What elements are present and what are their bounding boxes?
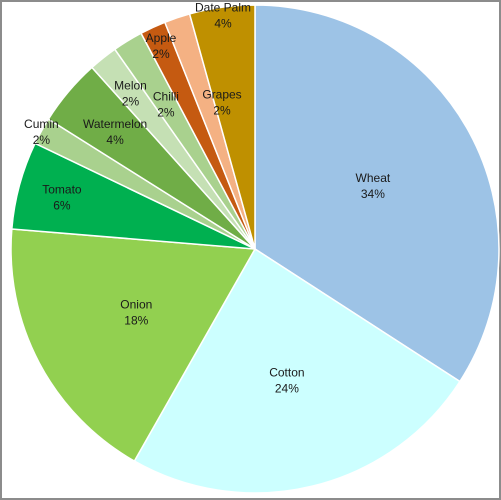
data-label-cumin: Cumin 2% [24,117,59,147]
data-label-watermelon: Watermelon 4% [83,117,147,147]
data-label-category: Onion [120,298,152,312]
data-label-tomato: Tomato 6% [42,183,82,213]
data-label-percent: 18% [124,314,148,328]
data-label-percent: 4% [214,17,232,31]
pie-slice-onion [10,228,256,462]
data-label-percent: 2% [152,47,170,61]
data-label-percent: 6% [53,199,71,213]
data-label-grapes: Grapes 2% [202,87,241,117]
data-label-category: Date Palm [195,1,251,15]
data-label-category: Cotton [269,365,304,379]
data-label-category: Cumin [24,117,59,131]
data-label-category: Tomato [42,183,82,197]
data-label-percent: 2% [33,133,51,147]
data-label-wheat: Wheat 34% [356,171,391,201]
data-label-melon: Melon 2% [114,78,147,108]
pie-slice-wheat [254,4,500,383]
data-label-category: Watermelon [83,117,147,131]
pie-slices [10,4,500,494]
data-label-category: Grapes [202,87,241,101]
data-label-category: Apple [146,31,177,45]
data-label-cotton: Cotton 24% [269,365,304,395]
data-label-category: Chilli [153,89,179,103]
data-label-percent: 34% [361,187,385,201]
data-label-date-palm: Date Palm 4% [195,1,251,31]
data-label-chilli: Chilli 2% [153,89,179,119]
pie-slice-date-palm [188,4,256,250]
data-label-percent: 4% [106,133,124,147]
data-label-apple: Apple 2% [146,31,177,61]
data-label-category: Wheat [356,171,391,185]
pie-slice-cotton [133,248,461,494]
data-label-onion: Onion 18% [120,298,152,328]
data-label-percent: 24% [275,381,299,395]
data-label-percent: 2% [157,105,175,119]
pie-labels: Wheat 34% Cotton 24% Onion 18% Tomato 6% Cumin 2%… [24,1,391,396]
data-label-category: Melon [114,78,147,92]
data-label-percent: 2% [213,103,231,117]
data-label-percent: 2% [122,94,140,108]
